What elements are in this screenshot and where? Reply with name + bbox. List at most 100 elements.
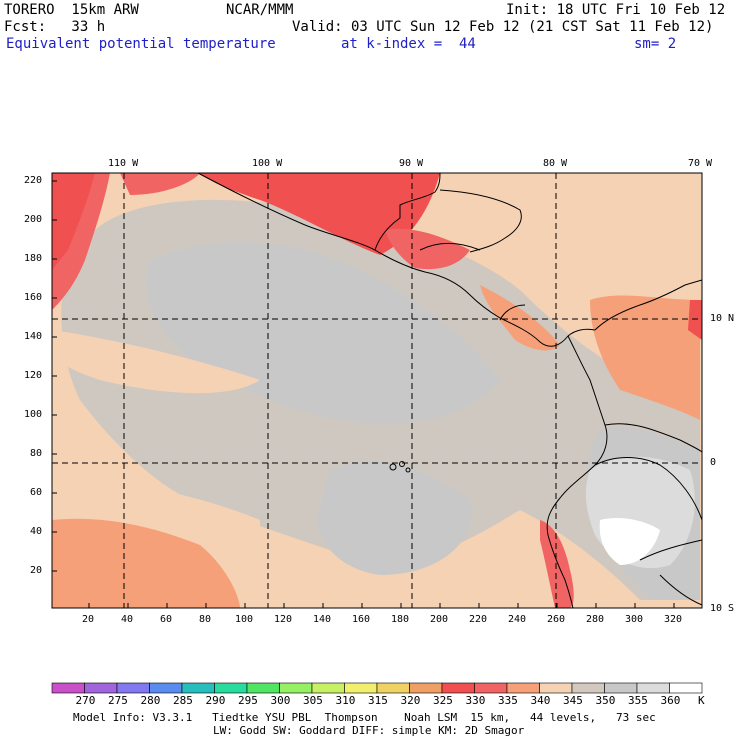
colorbar-tick-label: 330 xyxy=(465,694,486,707)
y-tick-label: 60 xyxy=(30,487,43,498)
border-peru-brazil xyxy=(639,539,703,561)
colorbar-swatch xyxy=(474,682,508,694)
colorbar-swatch xyxy=(441,682,475,694)
lon-label-90w: 90 W xyxy=(399,158,424,169)
map-field xyxy=(52,173,702,608)
colorbar-swatch xyxy=(51,682,85,694)
y-tick-label: 100 xyxy=(24,409,43,420)
y-tick-marks xyxy=(52,180,57,572)
x-tick-label: 180 xyxy=(391,614,410,625)
map-frame xyxy=(51,172,703,609)
colorbar-tick-label: 360 xyxy=(660,694,681,707)
colorbar-swatch xyxy=(344,682,378,694)
colorbar-tick-label: 280 xyxy=(140,694,161,707)
colorbar-swatch xyxy=(116,682,150,694)
field-salmon-colombia xyxy=(590,295,700,420)
lon-label-70w: 70 W xyxy=(688,158,713,169)
x-tick-label: 320 xyxy=(664,614,683,625)
forecast-hour: Fcst: 33 h xyxy=(4,19,106,35)
coastline-yucatan xyxy=(374,172,441,251)
colorbar-swatch xyxy=(311,682,345,694)
colorbar-tick-label: 355 xyxy=(628,694,648,707)
colorbar xyxy=(51,682,703,694)
org-label: NCAR/MMM xyxy=(226,2,294,18)
x-tick-label: 140 xyxy=(313,614,332,625)
smoothing-label: sm= 2 xyxy=(634,36,677,52)
coastline-central-america xyxy=(197,172,596,347)
colorbar-tick-label: 300 xyxy=(270,694,291,707)
field-white-interior xyxy=(599,518,660,565)
field-red-peru-coast xyxy=(540,520,574,608)
coastline-colombia-north xyxy=(594,279,703,331)
colorbar-tick-label: 270 xyxy=(75,694,96,707)
border-bolivia xyxy=(659,574,703,606)
colorbar-tick-label: 345 xyxy=(563,694,583,707)
footer-model-info: Model Info: V3.3.1 Tiedtke YSU PBL Thomp… xyxy=(73,711,656,724)
x-tick-label: 300 xyxy=(625,614,644,625)
y-tick-label: 160 xyxy=(24,292,43,303)
border-ecuador-peru xyxy=(594,457,703,521)
colorbar-tick-label: 340 xyxy=(530,694,551,707)
level-label: at k-index = 44 xyxy=(341,36,476,52)
x-tick-label: 120 xyxy=(274,614,293,625)
galapagos-island-1 xyxy=(389,463,397,471)
colorbar-swatch xyxy=(214,682,248,694)
valid-time: Valid: 03 UTC Sun 12 Feb 12 (21 CST Sat … xyxy=(292,19,714,35)
y-tick-label: 40 xyxy=(30,526,43,537)
colorbar-swatch xyxy=(636,682,670,694)
x-tick-label: 160 xyxy=(352,614,371,625)
model-title: TORERO 15km ARW xyxy=(4,2,139,18)
lon-label-80w: 80 W xyxy=(543,158,568,169)
lon-label-100w: 100 W xyxy=(252,158,283,169)
y-tick-label: 200 xyxy=(24,214,43,225)
colorbar-swatch xyxy=(84,682,118,694)
graticule xyxy=(52,173,702,608)
x-tick-label: 40 xyxy=(121,614,134,625)
colorbar-tick-label: 295 xyxy=(238,694,258,707)
field-red-north xyxy=(120,173,200,195)
field-salmon-south xyxy=(52,518,240,608)
colorbar-swatch xyxy=(279,682,313,694)
galapagos-island-2 xyxy=(399,461,405,467)
colorbar-tick-label: 350 xyxy=(595,694,616,707)
colorbar-tick-label: 325 xyxy=(433,694,453,707)
coastlines xyxy=(197,172,703,609)
lat-label-equator: 0 xyxy=(710,457,717,468)
field-red-guatemala xyxy=(385,228,470,270)
lon-label-110w: 110 W xyxy=(108,158,139,169)
border-honduras xyxy=(419,242,481,251)
colorbar-tick-label: 275 xyxy=(108,694,128,707)
colorbar-swatch xyxy=(149,682,183,694)
field-name: Equivalent potential temperature xyxy=(6,36,276,52)
colorbar-swatch xyxy=(246,682,280,694)
colorbar-tick-label: 335 xyxy=(498,694,518,707)
colorbar-tick-label: 290 xyxy=(205,694,226,707)
lat-label-10n: 10 N xyxy=(710,313,735,324)
y-tick-label: 20 xyxy=(30,565,43,576)
y-tick-label: 80 xyxy=(30,448,43,459)
coastline-caribbean xyxy=(439,189,522,253)
y-tick-label: 140 xyxy=(24,331,43,342)
y-tick-label: 220 xyxy=(24,175,43,186)
lat-label-10s: 10 S xyxy=(710,603,735,614)
field-tan-band xyxy=(52,330,260,394)
init-time: Init: 18 UTC Fri 10 Feb 12 xyxy=(506,2,726,18)
x-tick-label: 220 xyxy=(469,614,488,625)
colorbar-tick-label: 315 xyxy=(368,694,388,707)
colorbar-swatch xyxy=(539,682,573,694)
field-grey-south xyxy=(318,461,472,575)
border-colombia-south xyxy=(604,423,703,453)
colorbar-tick-label: 320 xyxy=(400,694,421,707)
field-red-venezuela xyxy=(688,300,702,340)
field-red-mexico xyxy=(200,173,440,255)
colorbar-swatch xyxy=(506,682,540,694)
colorbar-swatch xyxy=(604,682,638,694)
colorbar-unit: K xyxy=(698,694,705,707)
x-tick-label: 260 xyxy=(547,614,566,625)
field-red-northwest-core xyxy=(52,173,95,270)
border-nicaragua xyxy=(499,304,526,321)
colorbar-tick-label: 305 xyxy=(303,694,323,707)
x-tick-label: 200 xyxy=(430,614,449,625)
x-tick-label: 80 xyxy=(199,614,212,625)
